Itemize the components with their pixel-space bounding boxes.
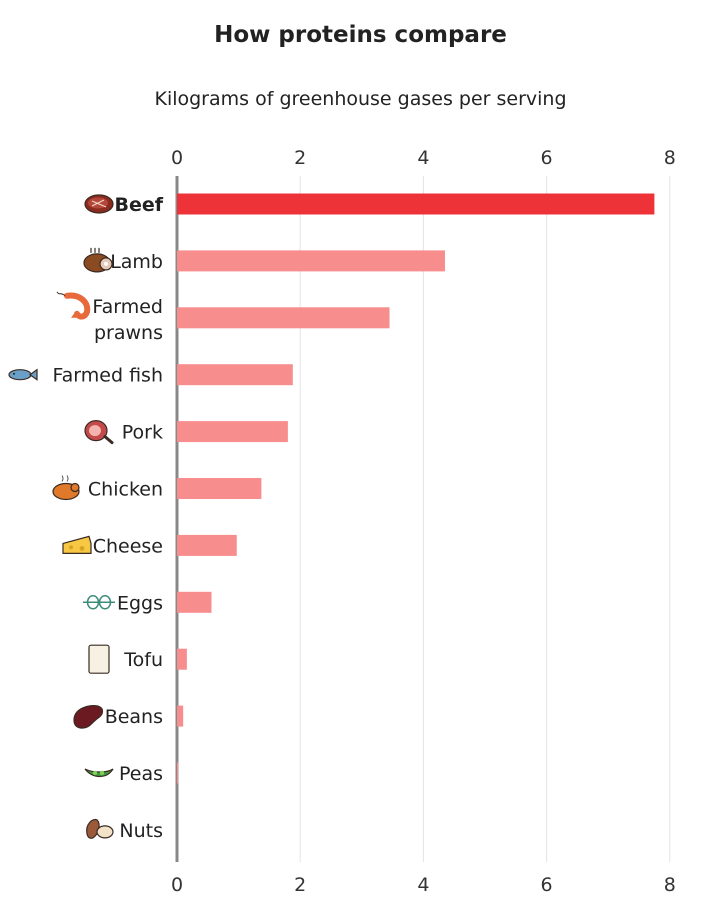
bar-cheese	[177, 534, 237, 556]
x-tick-label-top: 0	[171, 147, 183, 169]
cheese-icon	[62, 535, 92, 555]
fish-icon	[8, 368, 38, 381]
bean-icon	[73, 705, 104, 729]
category-label: Chicken	[88, 479, 163, 501]
bar-eggs	[177, 591, 212, 613]
x-tick-label-bottom: 4	[417, 874, 429, 896]
eggs-icon	[83, 595, 115, 610]
chart-title: How proteins compare	[214, 22, 507, 48]
prawn-icon	[56, 291, 91, 320]
category-label: Tofu	[123, 649, 163, 671]
category-label: Farmed fish	[52, 365, 163, 387]
category-label: Beef	[114, 194, 163, 216]
x-tick-label-top: 2	[294, 147, 306, 169]
x-tick-label-top: 4	[417, 147, 429, 169]
category-label: Eggs	[117, 592, 163, 614]
bar-peas	[177, 762, 179, 784]
nuts-icon	[86, 818, 114, 839]
bar-farmed-fish	[177, 364, 293, 386]
bar-chicken	[177, 478, 262, 499]
x-tick-label-bottom: 0	[171, 874, 183, 896]
tofu-icon	[88, 644, 110, 674]
bar-tofu	[177, 648, 187, 670]
ham-icon	[84, 420, 114, 445]
x-tick-label-top: 8	[664, 147, 676, 169]
category-label: Farmed prawns	[92, 296, 163, 344]
roast-chicken-icon	[52, 475, 80, 501]
category-label: Peas	[119, 763, 163, 785]
steak-icon	[84, 194, 114, 214]
chart-subtitle: Kilograms of greenhouse gases per servin…	[154, 88, 567, 110]
category-label: Pork	[122, 422, 163, 444]
bar-lamb	[177, 250, 445, 272]
x-tick-label-bottom: 6	[541, 874, 553, 896]
category-label: Cheese	[93, 535, 163, 557]
pea-pod-icon	[84, 768, 114, 778]
x-tick-label-bottom: 2	[294, 874, 306, 896]
x-tick-label-bottom: 8	[664, 874, 676, 896]
lamb-roast-icon	[83, 247, 113, 273]
category-label: Lamb	[110, 251, 163, 273]
x-tick-label-top: 6	[541, 147, 553, 169]
category-label: Beans	[105, 706, 163, 728]
category-label: Nuts	[119, 820, 163, 842]
bar-beans	[177, 705, 184, 727]
bar-pork	[177, 421, 288, 443]
bar-farmed-prawns	[177, 307, 390, 329]
bar-beef	[177, 193, 655, 215]
